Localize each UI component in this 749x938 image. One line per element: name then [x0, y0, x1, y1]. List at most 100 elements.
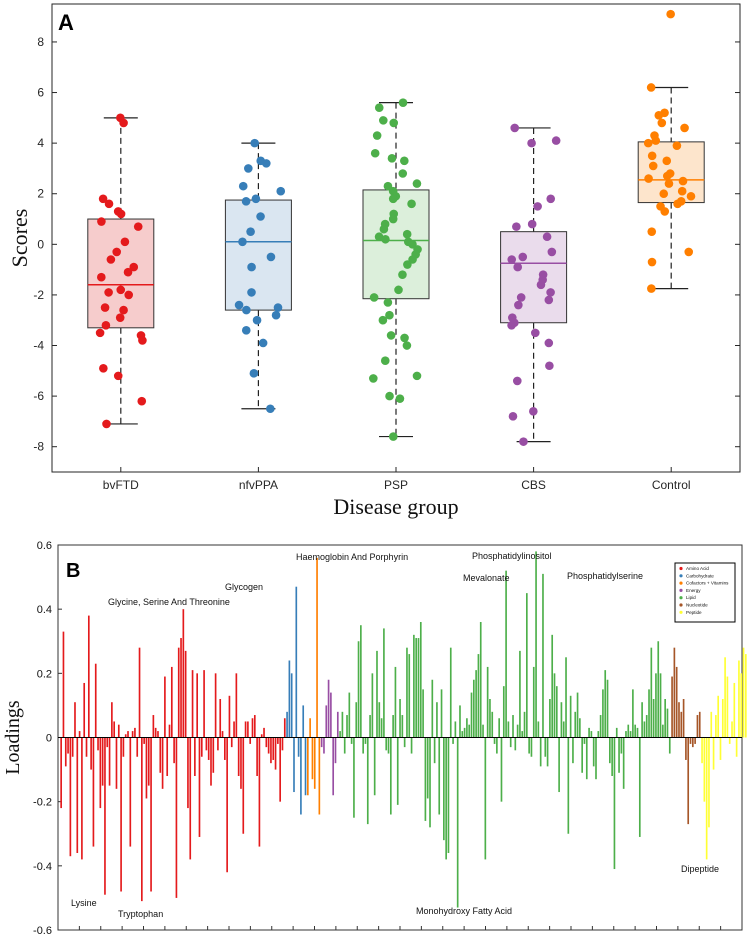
bar	[721, 699, 724, 738]
bar	[104, 737, 106, 895]
data-point	[647, 151, 657, 161]
bar	[182, 609, 185, 738]
y-tick-label: -0.6	[33, 925, 52, 937]
bar	[184, 650, 187, 738]
bar	[641, 702, 643, 738]
data-point	[514, 300, 523, 310]
bar	[217, 737, 219, 751]
bar	[475, 670, 477, 738]
bar	[553, 673, 556, 738]
bar	[500, 737, 503, 802]
bar	[376, 650, 378, 738]
data-point	[388, 214, 398, 224]
bar	[678, 702, 680, 738]
data-point	[138, 336, 147, 345]
bar	[362, 737, 364, 754]
data-point	[546, 288, 555, 297]
bar	[413, 634, 415, 738]
bar	[78, 731, 81, 738]
bar	[590, 731, 593, 738]
bar	[634, 724, 637, 738]
bar	[117, 724, 120, 738]
bar	[650, 647, 653, 738]
bar	[604, 670, 607, 738]
bar	[175, 737, 178, 898]
bar	[606, 679, 609, 738]
data-point	[97, 217, 106, 226]
data-point	[266, 404, 275, 414]
bar	[62, 631, 65, 738]
bar	[360, 625, 362, 738]
data-point	[544, 295, 554, 305]
data-point	[659, 189, 669, 199]
data-point	[137, 396, 147, 406]
data-point	[250, 138, 259, 148]
bar	[364, 737, 367, 744]
bar	[237, 737, 240, 776]
bar	[489, 699, 491, 738]
bar	[357, 641, 360, 738]
bar	[302, 705, 305, 738]
legend-marker	[679, 603, 683, 607]
legend-marker	[679, 581, 683, 585]
x-tick-label: Control	[652, 478, 691, 492]
legend-marker	[679, 566, 683, 571]
bar	[67, 737, 69, 754]
bar	[516, 724, 519, 738]
data-point	[412, 179, 422, 188]
bar	[260, 734, 263, 738]
bar	[438, 737, 441, 815]
y-axis-label: Loadings	[2, 700, 24, 775]
bar	[228, 695, 231, 738]
bar	[567, 737, 570, 834]
bar	[691, 737, 694, 748]
bar	[129, 737, 132, 847]
bar	[392, 715, 394, 738]
legend-box	[674, 562, 736, 623]
bar	[523, 711, 526, 738]
bar	[200, 737, 203, 757]
bar	[680, 711, 683, 738]
bar	[309, 718, 311, 738]
data-point	[119, 118, 128, 128]
bar	[150, 737, 152, 892]
data-point	[247, 262, 256, 272]
y-tick-label: -0.4	[33, 861, 52, 873]
data-point	[249, 369, 259, 378]
bar	[226, 737, 228, 873]
bar	[486, 666, 489, 738]
bar	[611, 737, 613, 776]
data-point	[98, 194, 108, 204]
bar	[717, 695, 720, 738]
bar	[281, 737, 284, 751]
data-point	[99, 363, 108, 373]
bar	[325, 705, 328, 738]
y-tick-label: 0.4	[37, 604, 52, 616]
data-point	[536, 280, 546, 290]
data-point	[369, 374, 378, 383]
annotation-label: Phosphatidylserine	[567, 571, 643, 581]
bar	[230, 737, 233, 748]
bar	[106, 737, 109, 748]
legend-label: Amino Acid	[686, 566, 709, 571]
bar	[535, 551, 537, 738]
bar	[703, 737, 706, 802]
bar	[410, 737, 413, 754]
data-point	[512, 376, 522, 386]
bar	[286, 711, 288, 738]
bar	[124, 734, 127, 738]
bar	[274, 737, 277, 770]
data-point	[660, 207, 670, 216]
bar	[92, 737, 95, 847]
bar	[419, 622, 422, 738]
bar	[295, 586, 298, 738]
data-point	[647, 284, 656, 293]
y-tick-label: -6	[33, 389, 44, 403]
data-point	[662, 171, 672, 181]
bar	[745, 654, 747, 738]
data-point	[388, 194, 398, 204]
bar	[482, 724, 484, 738]
data-point	[102, 419, 111, 429]
data-point	[124, 290, 134, 300]
bar	[671, 676, 673, 738]
